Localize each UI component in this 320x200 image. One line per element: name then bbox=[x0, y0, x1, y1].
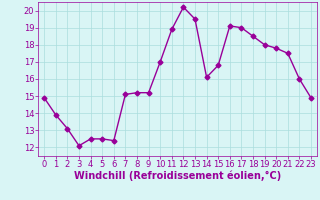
X-axis label: Windchill (Refroidissement éolien,°C): Windchill (Refroidissement éolien,°C) bbox=[74, 171, 281, 181]
